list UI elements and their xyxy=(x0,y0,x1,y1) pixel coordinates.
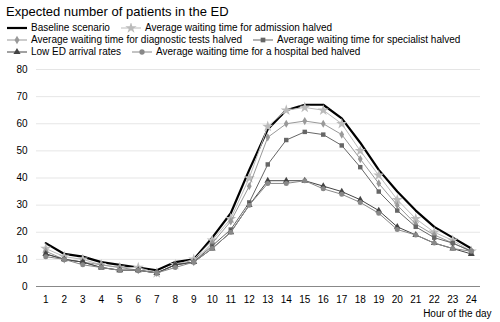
html-text:Average waiting time for admis: Average waiting time for admission halve… xyxy=(144,22,333,33)
svg-text:6: 6 xyxy=(135,294,141,305)
svg-text:1: 1 xyxy=(43,294,49,305)
svg-text:22: 22 xyxy=(429,294,441,305)
svg-text:Hour of the day: Hour of the day xyxy=(423,308,491,319)
html-text:Average waiting time for a hos: Average waiting time for a hospital bed … xyxy=(156,46,361,57)
svg-text:9: 9 xyxy=(191,294,197,305)
svg-text:30: 30 xyxy=(16,199,28,210)
html-text:Average waiting time for speci: Average waiting time for specialist halv… xyxy=(277,34,461,45)
svg-text:80: 80 xyxy=(16,64,28,75)
svg-text:20: 20 xyxy=(392,294,404,305)
svg-text:17: 17 xyxy=(336,294,348,305)
svg-text:12: 12 xyxy=(244,294,256,305)
svg-text:3: 3 xyxy=(80,294,86,305)
html-text:Expected number of patients in: Expected number of patients in the ED xyxy=(6,4,229,19)
svg-text:21: 21 xyxy=(410,294,422,305)
svg-text:40: 40 xyxy=(16,172,28,183)
svg-text:10: 10 xyxy=(16,254,28,265)
svg-text:70: 70 xyxy=(16,91,28,102)
svg-text:11: 11 xyxy=(226,294,237,305)
svg-text:23: 23 xyxy=(447,294,459,305)
svg-text:8: 8 xyxy=(172,294,178,305)
svg-text:19: 19 xyxy=(373,294,385,305)
html-text:Average waiting time for diagn: Average waiting time for diagnostic test… xyxy=(31,34,242,45)
svg-text:16: 16 xyxy=(318,294,330,305)
svg-text:4: 4 xyxy=(98,294,104,305)
svg-text:18: 18 xyxy=(355,294,367,305)
svg-text:60: 60 xyxy=(16,118,28,129)
svg-text:10: 10 xyxy=(207,294,219,305)
svg-text:5: 5 xyxy=(117,294,123,305)
svg-text:50: 50 xyxy=(16,145,28,156)
html-text:Baseline scenario: Baseline scenario xyxy=(31,22,110,33)
svg-text:20: 20 xyxy=(16,226,28,237)
svg-text:13: 13 xyxy=(262,294,274,305)
svg-text:7: 7 xyxy=(154,294,160,305)
html-text:Low ED arrival rates: Low ED arrival rates xyxy=(31,46,121,57)
svg-text:15: 15 xyxy=(299,294,311,305)
svg-text:14: 14 xyxy=(281,294,293,305)
svg-text:2: 2 xyxy=(61,294,67,305)
svg-text:0: 0 xyxy=(22,281,28,292)
svg-text:24: 24 xyxy=(466,294,478,305)
